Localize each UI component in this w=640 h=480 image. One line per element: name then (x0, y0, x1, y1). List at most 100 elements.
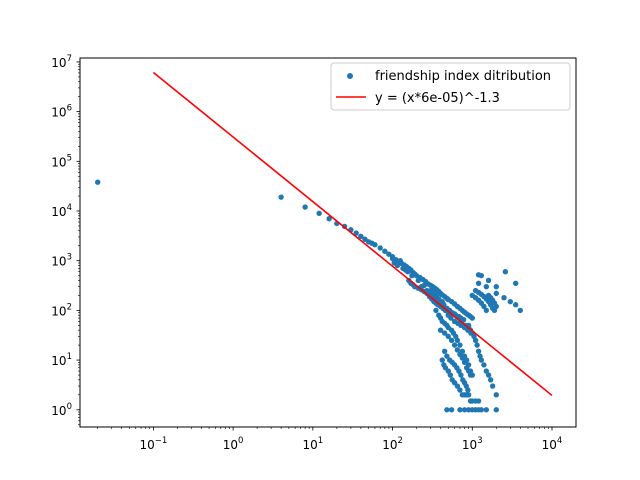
scatter-point (478, 357, 485, 363)
scatter-point (316, 210, 322, 216)
y-tick-label: 100 (51, 402, 72, 418)
scatter-point (459, 355, 466, 361)
scatter-point (372, 241, 378, 248)
series-layer (94, 71, 553, 413)
scatter-point (278, 194, 284, 200)
scatter-point (441, 348, 448, 355)
scatter-point (457, 407, 463, 413)
scatter-point (444, 407, 450, 413)
scatter-point (448, 315, 454, 321)
scatter-point (487, 377, 494, 383)
scatter-point (472, 337, 479, 343)
x-tick-label: 102 (382, 436, 403, 452)
y-axis: 100 101 102 103 104 105 106 107 (51, 54, 80, 426)
scatter-point (478, 407, 485, 413)
legend-box (330, 62, 571, 111)
scatter-point (483, 307, 490, 314)
scatter-point (475, 272, 482, 278)
scatter-point (353, 230, 359, 236)
y-tick-label: 104 (51, 203, 72, 219)
scatter-point (469, 315, 475, 321)
scatter-point (493, 303, 499, 310)
x-tick-label: 103 (462, 436, 483, 452)
scatter-point (512, 280, 519, 287)
scatter-point (448, 407, 455, 413)
legend: friendship index ditribution y = (x*6e-0… (330, 62, 571, 111)
scatter-point (433, 307, 439, 314)
scatter-point (448, 337, 455, 343)
scatter-point (485, 372, 492, 378)
scatter-point (493, 392, 499, 398)
y-tick-label: 102 (51, 302, 72, 318)
scatter-point (405, 269, 411, 275)
scatter-point (447, 372, 453, 378)
scatter-point (465, 392, 472, 398)
x-tick-label: 100 (223, 436, 244, 452)
scatter-point (415, 277, 421, 284)
legend-label-fit-line: y = (x*6e-05)^-1.3 (375, 91, 500, 106)
scatter-point (481, 303, 487, 310)
axes-background (80, 58, 576, 427)
scatter-point (382, 248, 388, 254)
scatter-point (465, 387, 471, 393)
scatter-point (94, 179, 101, 185)
scatter-point (457, 387, 463, 393)
y-tick-label: 106 (51, 104, 72, 120)
scatter-point (326, 216, 332, 222)
scatter-point (444, 353, 450, 359)
scatter-point (445, 333, 451, 340)
y-tick-label: 103 (51, 253, 72, 269)
scatter-point (377, 245, 383, 251)
scatter-point (483, 368, 490, 374)
scatter-point (481, 362, 487, 368)
scatter-point (517, 307, 523, 314)
scatter-point (512, 302, 519, 308)
scatter-point (451, 342, 458, 348)
scatter-point (475, 348, 482, 355)
scatter-point (493, 407, 499, 413)
scatter-point (437, 327, 444, 333)
x-axis: 10−1 100 101 102 103 104 (97, 427, 563, 452)
series-group (94, 71, 553, 413)
fit-line (152, 71, 553, 397)
scatter-point (493, 283, 499, 290)
scatter-point (507, 298, 514, 305)
scatter-point (411, 272, 417, 278)
scatter-point (394, 262, 401, 269)
scatter-point (489, 383, 496, 389)
x-tick-label: 10−1 (140, 436, 168, 452)
scatter-point (358, 233, 364, 239)
plot-area (79, 57, 577, 428)
scatter-point (483, 283, 490, 290)
scatter-point (441, 330, 448, 336)
legend-label-scatter: friendship index ditribution (375, 69, 551, 84)
scatter-point (475, 280, 482, 287)
x-tick-label: 101 (302, 436, 323, 452)
scatter-point (493, 290, 499, 297)
scatter-point (475, 398, 482, 404)
scatter-point (454, 383, 461, 389)
scatter-point (454, 337, 461, 343)
scatter-point (467, 372, 474, 378)
legend-scatter-marker (347, 73, 353, 79)
y-tick-label: 101 (51, 352, 72, 368)
y-tick-label: 107 (51, 54, 72, 70)
scatter-point (461, 359, 468, 366)
scatter-point (458, 372, 464, 378)
scatter-point (501, 295, 507, 301)
scatter-point (502, 269, 509, 275)
scatter-point (483, 407, 490, 413)
scatter-point (474, 342, 480, 348)
scatter-point (421, 282, 427, 288)
scatter-point (389, 255, 396, 262)
scatter-point (397, 258, 403, 264)
y-tick-label: 105 (51, 153, 72, 169)
scatter-point (485, 277, 492, 284)
axes-frame (79, 57, 577, 428)
scatter-point (457, 342, 463, 348)
scatter-point (461, 407, 468, 413)
x-tick-label: 104 (542, 436, 563, 452)
scatter-point (439, 357, 445, 363)
scatter-point (454, 347, 461, 353)
